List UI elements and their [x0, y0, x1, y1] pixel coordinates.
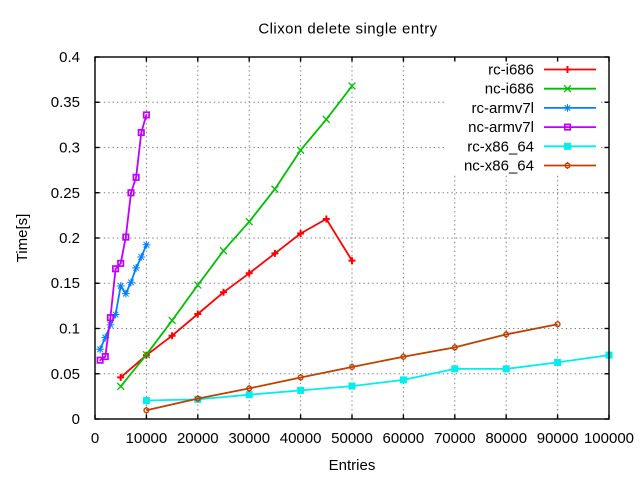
svg-text:0: 0 — [72, 411, 80, 428]
svg-text:0.25: 0.25 — [51, 185, 80, 202]
svg-text:rc-i686: rc-i686 — [488, 62, 534, 79]
svg-text:nc-armv7l: nc-armv7l — [468, 119, 534, 136]
svg-text:40000: 40000 — [280, 430, 322, 447]
svg-text:rc-x86_64: rc-x86_64 — [467, 138, 534, 155]
svg-text:Clixon delete single entry: Clixon delete single entry — [258, 20, 437, 37]
svg-text:30000: 30000 — [228, 430, 270, 447]
svg-text:0.15: 0.15 — [51, 275, 80, 292]
svg-text:80000: 80000 — [485, 430, 527, 447]
svg-text:50000: 50000 — [331, 430, 373, 447]
svg-text:Entries: Entries — [329, 457, 376, 474]
svg-text:0.3: 0.3 — [59, 140, 80, 157]
svg-text:nc-i686: nc-i686 — [485, 81, 534, 98]
svg-text:90000: 90000 — [537, 430, 579, 447]
svg-text:0.05: 0.05 — [51, 366, 80, 383]
svg-text:0: 0 — [91, 430, 99, 447]
svg-text:0.2: 0.2 — [59, 230, 80, 247]
svg-text:10000: 10000 — [126, 430, 168, 447]
svg-text:0.35: 0.35 — [51, 94, 80, 111]
svg-text:100000: 100000 — [584, 430, 634, 447]
svg-text:60000: 60000 — [383, 430, 425, 447]
svg-text:rc-armv7l: rc-armv7l — [472, 100, 535, 117]
svg-text:nc-x86_64: nc-x86_64 — [464, 158, 534, 175]
svg-text:Time[s]: Time[s] — [14, 214, 31, 263]
svg-text:0.4: 0.4 — [59, 49, 80, 66]
svg-text:70000: 70000 — [434, 430, 476, 447]
svg-text:20000: 20000 — [177, 430, 219, 447]
svg-text:0.1: 0.1 — [59, 321, 80, 338]
